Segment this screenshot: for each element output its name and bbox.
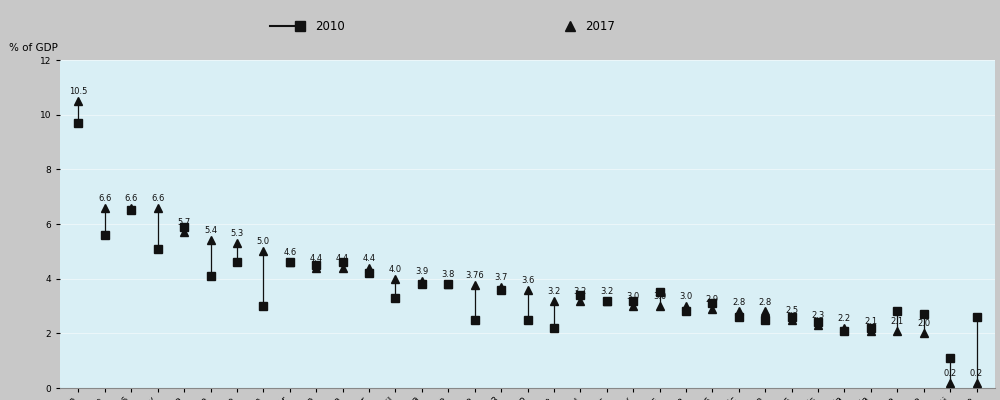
Text: 4.4: 4.4 [362, 254, 376, 263]
Text: 3.76: 3.76 [465, 271, 484, 280]
Text: 6.6: 6.6 [151, 194, 164, 203]
Text: 2.3: 2.3 [811, 311, 825, 320]
Text: 2.8: 2.8 [759, 298, 772, 306]
Text: 3.7: 3.7 [494, 273, 508, 282]
Text: 2010: 2010 [315, 20, 345, 33]
Text: 2.5: 2.5 [785, 306, 798, 315]
Text: 3.2: 3.2 [600, 287, 613, 296]
Text: 0.2: 0.2 [944, 369, 957, 378]
Text: 5.3: 5.3 [230, 229, 244, 238]
Text: 4.0: 4.0 [389, 265, 402, 274]
Text: 3.0: 3.0 [679, 292, 693, 301]
Text: 6.6: 6.6 [98, 194, 112, 203]
Text: 4.6: 4.6 [283, 248, 296, 257]
Text: 4.4: 4.4 [310, 254, 323, 263]
Text: 3.2: 3.2 [574, 287, 587, 296]
Text: 2.0: 2.0 [917, 320, 930, 328]
Text: 0.2: 0.2 [970, 369, 983, 378]
Text: 2.1: 2.1 [891, 317, 904, 326]
Text: 2017: 2017 [585, 20, 615, 33]
Text: 3.8: 3.8 [442, 270, 455, 279]
Text: 2.2: 2.2 [838, 314, 851, 323]
Text: 3.0: 3.0 [627, 292, 640, 301]
Text: 5.7: 5.7 [178, 218, 191, 227]
Text: 5.4: 5.4 [204, 226, 217, 236]
Text: 2.8: 2.8 [732, 298, 745, 306]
Text: 5.0: 5.0 [257, 238, 270, 246]
Text: 3.9: 3.9 [415, 268, 428, 276]
Text: 3.0: 3.0 [653, 292, 666, 301]
Text: 6.6: 6.6 [125, 194, 138, 203]
Text: % of GDP: % of GDP [9, 44, 57, 54]
Text: 4.4: 4.4 [336, 254, 349, 263]
Text: 3.6: 3.6 [521, 276, 534, 285]
Text: 3.2: 3.2 [547, 287, 561, 296]
Text: 10.5: 10.5 [69, 87, 88, 96]
Text: 2.1: 2.1 [864, 317, 877, 326]
Text: 2.9: 2.9 [706, 295, 719, 304]
